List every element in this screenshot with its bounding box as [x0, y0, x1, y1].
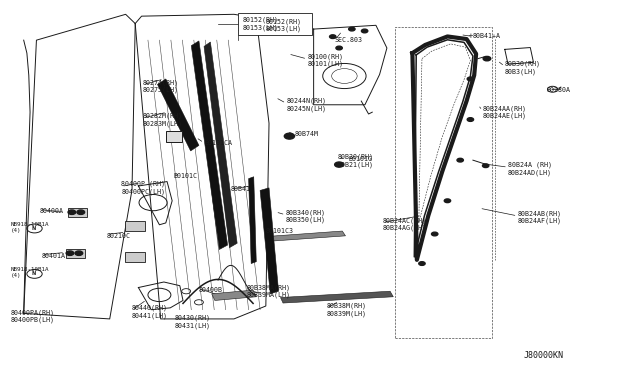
Text: NB918-10B1A
(4): NB918-10B1A (4) [11, 267, 49, 278]
Text: 80440(RH)
80441(LH): 80440(RH) 80441(LH) [132, 305, 168, 318]
Circle shape [457, 158, 463, 162]
Text: +: + [467, 33, 473, 39]
Text: 80400A: 80400A [40, 208, 63, 214]
Polygon shape [212, 290, 256, 301]
Text: 80B24AB(RH)
80B24AF(LH): 80B24AB(RH) 80B24AF(LH) [518, 211, 561, 224]
Circle shape [467, 77, 474, 81]
Circle shape [349, 27, 355, 31]
Circle shape [335, 162, 344, 167]
Text: 80B340(RH)
80B350(LH): 80B340(RH) 80B350(LH) [285, 209, 326, 223]
Text: B0101C: B0101C [173, 173, 197, 179]
Text: 80244N(RH)
80245N(LH): 80244N(RH) 80245N(LH) [286, 98, 326, 112]
Text: 80401A: 80401A [42, 253, 65, 259]
Polygon shape [280, 291, 394, 303]
Text: 80B41: 80B41 [231, 186, 251, 192]
FancyBboxPatch shape [125, 221, 145, 231]
Circle shape [66, 251, 74, 256]
Text: 80274(RH)
80275(LH): 80274(RH) 80275(LH) [143, 79, 179, 93]
Text: B0101CA: B0101CA [204, 140, 232, 146]
Text: J80000KN: J80000KN [524, 350, 564, 360]
Text: N: N [31, 226, 35, 231]
Polygon shape [204, 42, 237, 248]
Polygon shape [191, 41, 228, 250]
Text: 80210C: 80210C [106, 233, 131, 239]
Text: 80B41+A: 80B41+A [473, 33, 501, 39]
Text: 80280A: 80280A [546, 87, 570, 93]
Text: 80400B: 80400B [199, 287, 223, 293]
Circle shape [362, 29, 368, 33]
FancyBboxPatch shape [66, 249, 85, 258]
Circle shape [444, 199, 451, 203]
Polygon shape [266, 231, 346, 241]
Circle shape [68, 210, 76, 214]
Text: 80430(RH)
80431(LH): 80430(RH) 80431(LH) [175, 314, 211, 328]
FancyBboxPatch shape [166, 131, 182, 142]
Text: 80B24AA(RH)
80B24AE(LH): 80B24AA(RH) 80B24AE(LH) [483, 105, 527, 119]
Text: 80B20(RH)
80B21(LH): 80B20(RH) 80B21(LH) [338, 154, 374, 168]
Circle shape [419, 262, 425, 265]
Text: 80B74M: 80B74M [294, 131, 319, 137]
Polygon shape [157, 79, 199, 151]
Circle shape [483, 164, 489, 167]
Text: 80100(RH)
80101(LH): 80100(RH) 80101(LH) [307, 54, 343, 67]
Circle shape [75, 251, 83, 256]
Polygon shape [248, 177, 256, 263]
Text: 80B30(RH)
80B3(LH): 80B30(RH) 80B3(LH) [505, 61, 541, 75]
Circle shape [467, 118, 474, 121]
FancyBboxPatch shape [238, 13, 312, 35]
Circle shape [330, 35, 336, 38]
Circle shape [336, 46, 342, 50]
Text: N: N [31, 272, 35, 276]
Polygon shape [260, 188, 278, 294]
FancyBboxPatch shape [125, 252, 145, 262]
Text: 80B38M(RH)
80839M(LH): 80B38M(RH) 80839M(LH) [326, 303, 366, 317]
Circle shape [77, 210, 84, 214]
Text: 80152(RH)
80153(LH): 80152(RH) 80153(LH) [243, 16, 279, 31]
Text: NB918-10B1A
(4): NB918-10B1A (4) [11, 222, 49, 233]
Circle shape [284, 133, 294, 139]
Text: 80101C3: 80101C3 [266, 228, 294, 234]
Text: 80400P (RH)
80400PC(LH): 80400P (RH) 80400PC(LH) [121, 181, 165, 195]
Text: 80B24AC(RH)
80B24AG(LH): 80B24AC(RH) 80B24AG(LH) [383, 217, 426, 231]
Text: SEC.803: SEC.803 [335, 37, 363, 43]
FancyBboxPatch shape [68, 208, 87, 217]
Text: 80282M(RH)
80283M(LH): 80282M(RH) 80283M(LH) [143, 113, 183, 126]
Text: 80400PA(RH)
80400PB(LH): 80400PA(RH) 80400PB(LH) [11, 310, 55, 323]
Circle shape [431, 232, 438, 236]
Text: 80B38MA(RH)
80839MA(LH): 80B38MA(RH) 80839MA(LH) [246, 284, 291, 298]
Circle shape [483, 57, 491, 61]
Text: B0101G: B0101G [349, 156, 372, 163]
Text: 80B24A (RH)
80B24AD(LH): 80B24A (RH) 80B24AD(LH) [508, 162, 552, 176]
Text: 80152(RH)
80153(LH): 80152(RH) 80153(LH) [266, 18, 302, 32]
